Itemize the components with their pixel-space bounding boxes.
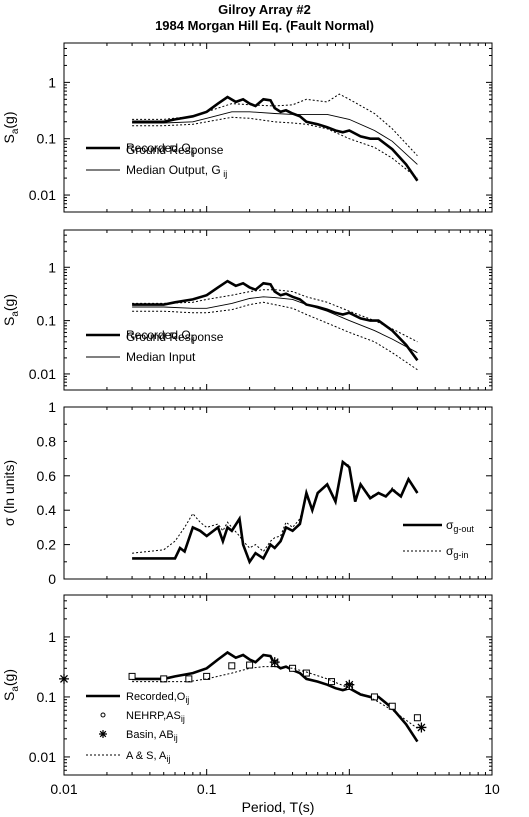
x-tick-label: 0.01 [50, 781, 77, 797]
basin-marker [344, 679, 355, 690]
nehrp-marker [128, 672, 136, 680]
basin-marker [59, 673, 69, 684]
x-tick-label: 0.1 [197, 781, 217, 797]
series-line-1 [132, 95, 419, 182]
legend-label: Recorded,Oij [126, 141, 195, 157]
x-axis-label: Period, T(s) [242, 799, 315, 815]
y-tick-label: 0.2 [37, 537, 57, 553]
y-tick-label: 0.6 [37, 468, 57, 484]
panel-4: 1 0.1 0.01 Sa(g) Recorded,Oij NEHRP,ASij Basin… [1, 594, 493, 776]
legend-label: Ground Response [126, 330, 224, 344]
series-line-2 [132, 111, 418, 165]
series-line-2 [132, 461, 418, 554]
series-line-4 [132, 116, 418, 179]
legend-label: A & S, Aij [126, 750, 170, 764]
legend-label: σg-in [446, 544, 468, 560]
nehrp-marker [413, 714, 421, 722]
y-tick-label: 0.01 [29, 366, 56, 382]
legend-marker [100, 712, 106, 718]
series-line-3 [132, 289, 418, 343]
y-tick-label: 0.01 [29, 187, 56, 203]
series-line-1 [132, 459, 419, 565]
legend-label: Recorded,Oij [126, 328, 195, 344]
legend-label: Median Input [126, 350, 196, 364]
y-axis-label: Sa(g) [1, 111, 21, 143]
series-line-1 [132, 279, 419, 362]
y-tick-label: 0.4 [37, 502, 57, 518]
y-tick-label: 0.1 [37, 689, 57, 705]
nehrp-marker [160, 675, 168, 683]
y-tick-label: 1 [48, 74, 56, 90]
series-line-4 [132, 301, 418, 371]
y-tick-label: 0.01 [29, 749, 56, 765]
nehrp-marker [328, 678, 336, 686]
nehrp-marker [289, 664, 297, 672]
y-axis-label: σ (ln units) [1, 460, 17, 526]
figure-title: Gilroy Array #2 [218, 2, 311, 17]
series-line-3 [132, 93, 418, 157]
y-tick-label: 0.8 [37, 433, 57, 449]
legend-label: Median Output, G ij [126, 163, 227, 179]
series-line-4 [132, 666, 418, 729]
basin-marker [416, 722, 427, 733]
legend-label: σg-out [446, 518, 474, 534]
y-tick-label: 0.1 [37, 131, 57, 147]
y-tick-label: 1 [48, 259, 56, 275]
nehrp-marker [370, 693, 378, 701]
legend-label: Basin, ABij [126, 729, 178, 743]
legend-label: NEHRP,ASij [126, 710, 185, 724]
x-tick-label: 1 [345, 781, 353, 797]
plot-frame [63, 594, 493, 776]
nehrp-marker [302, 669, 310, 677]
y-tick-label: 0 [48, 571, 56, 587]
y-tick-label: 1 [48, 629, 56, 645]
series-line-2 [132, 296, 418, 354]
plot-frame [63, 406, 493, 580]
y-tick-label: 1 [48, 399, 56, 415]
plot-frame [63, 42, 493, 213]
figure-subtitle: 1984 Morgan Hill Eq. (Fault Normal) [155, 18, 374, 33]
legend-marker [99, 730, 107, 738]
y-axis-label: Sa(g) [1, 669, 21, 701]
y-axis-label: Sa(g) [1, 294, 21, 326]
panel-3: 0 0.2 0.4 0.6 0.8 1 σ (ln units) σg-out σg-in [1, 399, 493, 587]
basin-marker [269, 657, 280, 668]
nehrp-marker [228, 662, 236, 670]
nehrp-marker [185, 675, 193, 683]
nehrp-marker [388, 702, 396, 710]
y-tick-label: 0.1 [37, 313, 57, 329]
legend-label: Recorded,Oij [126, 691, 189, 705]
nehrp-marker [203, 672, 211, 680]
plot-frame [63, 229, 493, 391]
nehrp-marker [246, 661, 254, 669]
x-tick-label: 10 [484, 781, 500, 797]
legend-label: Ground Response [126, 143, 224, 157]
